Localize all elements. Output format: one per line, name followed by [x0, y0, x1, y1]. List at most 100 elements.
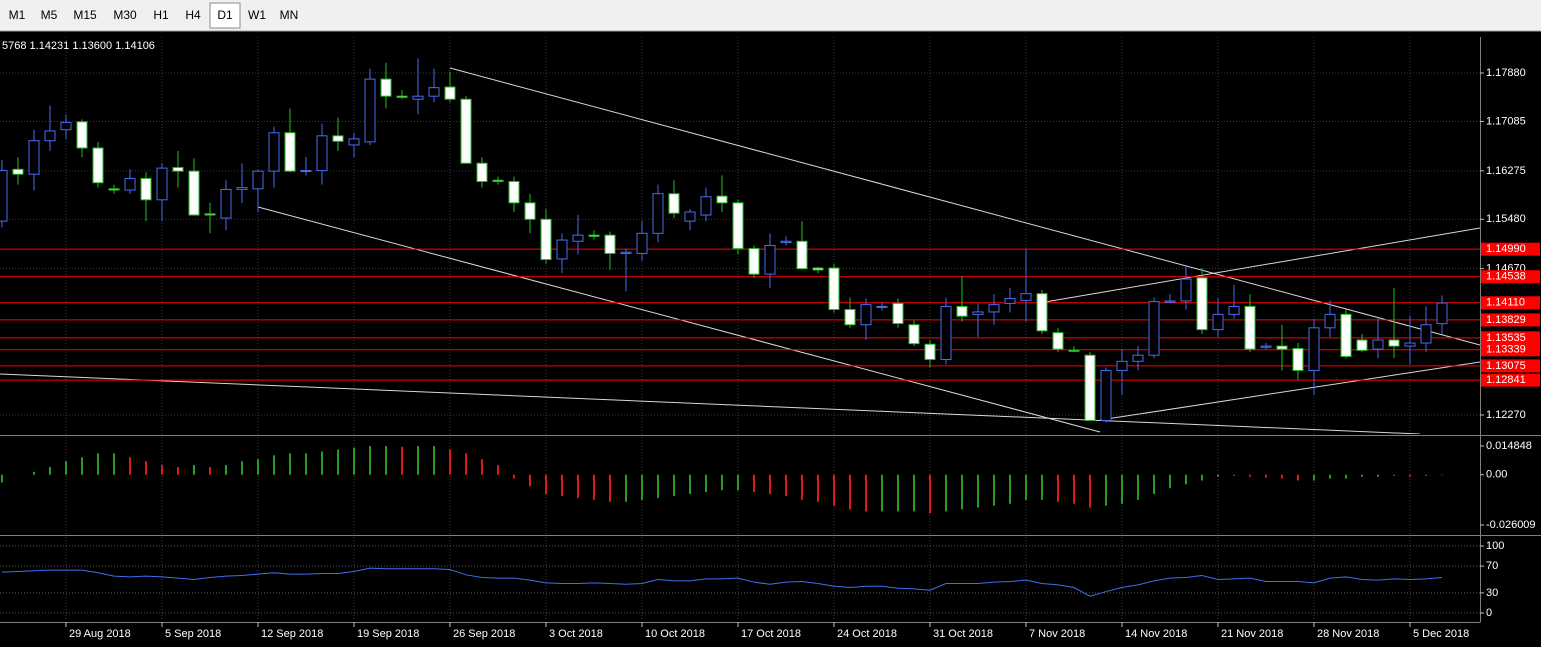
candle-body — [348, 138, 360, 146]
time-label: 3 Oct 2018 — [549, 628, 603, 640]
level-tag — [1481, 331, 1540, 345]
candle-body — [236, 187, 248, 190]
candle-body — [732, 202, 744, 250]
candle-body — [1036, 293, 1048, 332]
trendline — [1099, 361, 1480, 421]
candle-body — [300, 170, 312, 173]
candle-body — [60, 121, 72, 131]
candle-body — [988, 304, 1000, 313]
candle-body — [316, 135, 328, 172]
trendline — [1044, 227, 1480, 303]
timeframe-buttons: M1 M5 M15 M30 H1 H4 D1 W1 MN — [2, 2, 304, 29]
time-label: 19 Sep 2018 — [357, 628, 419, 640]
timeframe-button[interactable] — [2, 3, 32, 28]
timeframe-label[interactable]: D1 — [217, 8, 233, 22]
oscillator-panel — [1, 567, 1443, 597]
timeframe-label[interactable]: M30 — [113, 8, 137, 22]
candle-body — [1084, 354, 1096, 421]
candle-body — [876, 305, 888, 308]
y-tick-label: 0 — [1486, 607, 1492, 619]
time-label: 29 Aug 2018 — [69, 628, 131, 640]
y-tick-label: 70 — [1486, 560, 1498, 572]
level-tag — [1481, 296, 1540, 310]
candle-body — [588, 234, 600, 237]
candle-body — [540, 218, 552, 261]
candle-body — [220, 188, 232, 219]
time-label: 5 Dec 2018 — [1413, 628, 1469, 640]
candle-body — [1276, 345, 1288, 350]
candle-body — [1388, 339, 1400, 347]
y-tick-label: 30 — [1486, 587, 1498, 599]
y-tick-label: 0.014848 — [1486, 440, 1532, 452]
timeframe-button[interactable] — [274, 3, 304, 28]
candle-body — [1100, 369, 1112, 421]
candle-body — [1212, 313, 1224, 331]
candle-body — [268, 132, 280, 172]
candle-body — [1372, 339, 1384, 350]
timeframe-button[interactable] — [209, 2, 241, 29]
y-tick-label: 1.15480 — [1486, 213, 1526, 225]
candle-body — [188, 170, 200, 216]
timeframe-button[interactable] — [178, 3, 208, 28]
y-tick-label: 1.12270 — [1486, 409, 1526, 421]
candle-body — [924, 343, 936, 360]
candle-body — [828, 267, 840, 311]
candle-body — [364, 78, 376, 143]
candle-body — [604, 234, 616, 254]
trendline — [449, 67, 1480, 346]
timeframe-button[interactable] — [34, 3, 64, 28]
level-label: 1.12841 — [1486, 374, 1526, 386]
level-tag — [1481, 270, 1540, 284]
candle-body — [332, 135, 344, 142]
timeframe-label[interactable]: M15 — [73, 8, 97, 22]
timeframe-label[interactable]: W1 — [248, 8, 266, 22]
candle-body — [12, 168, 24, 175]
candle-body — [44, 130, 56, 142]
panel-frame — [0, 37, 1541, 623]
candle-body — [284, 132, 296, 172]
y-tick-label: 0.00 — [1486, 469, 1507, 481]
candle-body — [1068, 349, 1080, 352]
level-tag — [1481, 343, 1540, 357]
y-tick-label: 100 — [1486, 540, 1504, 552]
y-tick-label: 1.17880 — [1486, 67, 1526, 79]
level-tag — [1481, 373, 1540, 387]
candle-body — [508, 181, 520, 204]
candle-body — [1404, 342, 1416, 347]
level-tag — [1481, 313, 1540, 327]
candle-body — [764, 245, 776, 275]
level-label: 1.13535 — [1486, 332, 1526, 344]
candle-body — [172, 166, 184, 172]
candle-body — [1292, 348, 1304, 371]
timeframe-button[interactable] — [242, 3, 272, 28]
candle-body — [1020, 293, 1032, 301]
candle-body — [652, 193, 664, 234]
candle-body — [684, 211, 696, 222]
candle-body — [204, 213, 216, 216]
price-panel — [0, 58, 1480, 434]
timeframe-button[interactable] — [106, 3, 144, 28]
candle-body — [524, 202, 536, 220]
candle-body — [668, 193, 680, 214]
timeframe-label[interactable]: H1 — [153, 8, 169, 22]
candle-body — [0, 170, 8, 222]
ohlc-readout: 5768 1.14231 1.13600 1.14106 — [2, 40, 155, 52]
candle-body — [748, 248, 760, 275]
timeframe-label[interactable]: H4 — [185, 8, 201, 22]
y-tick-label: 1.16275 — [1486, 165, 1526, 177]
timeframe-label[interactable]: M5 — [41, 8, 58, 22]
timeframe-label[interactable]: MN — [280, 8, 299, 22]
candle-body — [1132, 354, 1144, 362]
timeframe-button[interactable] — [146, 3, 176, 28]
timeframe-button[interactable] — [66, 3, 104, 28]
candle-body — [700, 196, 712, 216]
candle-body — [1324, 313, 1336, 329]
time-label: 17 Oct 2018 — [741, 628, 801, 640]
level-label: 1.13829 — [1486, 314, 1526, 326]
timeframe-label[interactable]: M1 — [9, 8, 26, 22]
time-label: 5 Sep 2018 — [165, 628, 221, 640]
candle-body — [1420, 324, 1432, 344]
candle-body — [556, 239, 568, 260]
